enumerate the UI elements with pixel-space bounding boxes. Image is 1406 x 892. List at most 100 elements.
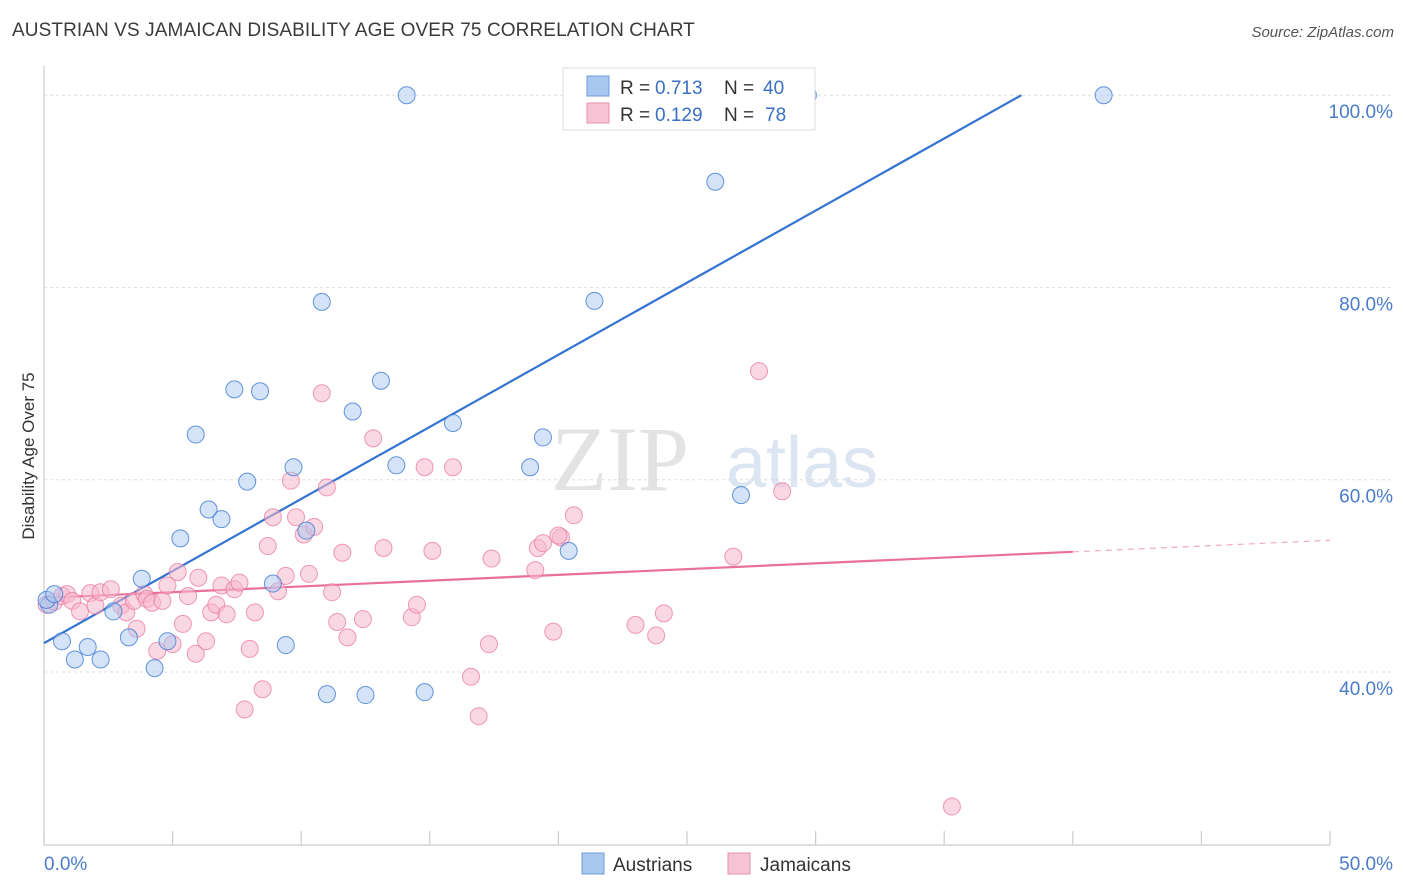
- y-tick-label-60: 60.0%: [1339, 487, 1393, 508]
- jamaicans-point-57: [415, 458, 434, 477]
- jamaicans-point-18: [153, 591, 172, 610]
- jamaicans-point-46: [312, 384, 331, 403]
- jamaicans-point-37: [258, 537, 277, 556]
- jamaicans-point-56: [407, 595, 426, 614]
- austrians-point-12: [199, 500, 218, 519]
- axes: [43, 66, 1331, 846]
- jamaicans-point-26: [197, 632, 216, 651]
- jamaicans-point-61: [469, 707, 488, 726]
- austrians-point-23: [343, 402, 362, 421]
- austrians-point-16: [251, 382, 270, 401]
- legend-austrians-swatch: [581, 852, 605, 875]
- stats-jamaicans-swatch: [586, 102, 610, 124]
- stats-jamaicans-n-value: 78: [765, 105, 786, 126]
- jamaicans-point-62: [479, 635, 498, 654]
- stats-jamaicans-r-label: R =: [620, 105, 650, 126]
- jamaicans-point-21: [168, 563, 187, 582]
- jamaicans-point-69: [564, 506, 583, 525]
- austrians-point-1: [53, 632, 72, 651]
- stats-legend: R = 0.713 N = 40 R = 0.129 N = 78: [562, 67, 816, 131]
- stats-austrians-n-label: N =: [724, 78, 754, 99]
- austrians-point-3: [78, 637, 97, 656]
- austrians-point-27: [397, 86, 416, 105]
- jamaicans-point-51: [338, 628, 357, 647]
- austrians-point-28: [415, 683, 434, 702]
- jamaicans-point-76: [942, 797, 961, 816]
- chart-title: AUSTRIAN VS JAMAICAN DISABILITY AGE OVER…: [12, 20, 695, 41]
- jamaicans-point-25: [189, 568, 208, 587]
- jamaicans-point-23: [179, 587, 198, 606]
- austrians-point-24: [356, 686, 375, 705]
- jamaicans-point-44: [299, 564, 318, 583]
- jamaicans-point-32: [230, 573, 249, 592]
- jamaicans-point-35: [245, 603, 264, 622]
- jamaicans-point-73: [724, 547, 743, 566]
- jamaicans-point-54: [374, 538, 393, 557]
- stats-austrians-swatch: [586, 75, 610, 97]
- austrians-point-19: [284, 458, 303, 477]
- stats-austrians-r-label: R =: [620, 78, 650, 99]
- jamaicans-point-49: [328, 612, 347, 631]
- jamaicans-point-30: [217, 605, 236, 624]
- jamaicans-point-60: [461, 667, 480, 686]
- jamaicans-trend-extension: [1072, 539, 1331, 553]
- austrians-point-4: [91, 650, 110, 669]
- jamaicans-point-74: [750, 362, 769, 381]
- austrians-point-31: [533, 428, 552, 447]
- y-tick-label-100: 100.0%: [1329, 102, 1394, 123]
- x-tick-label-min: 0.0%: [44, 854, 87, 875]
- jamaicans-point-72: [654, 604, 673, 623]
- jamaicans-point-70: [626, 615, 645, 634]
- austrians-point-6: [119, 628, 138, 647]
- austrians-point-17: [263, 574, 282, 593]
- jamaicans-point-24: [186, 644, 205, 663]
- source-label: Source: ZipAtlas.com: [1251, 24, 1394, 41]
- jamaicans-point-48: [323, 583, 342, 602]
- austrians-point-5: [104, 602, 123, 621]
- jamaicans-point-34: [240, 639, 259, 658]
- jamaicans-point-50: [333, 543, 352, 562]
- legend-jamaicans-label: Jamaicans: [760, 855, 851, 876]
- austrians-trend-line: [43, 94, 1022, 645]
- jamaicans-point-77: [549, 526, 568, 545]
- legend-jamaicans-swatch: [727, 852, 751, 875]
- austrians-point-9: [158, 632, 177, 651]
- jamaicans-point-64: [526, 561, 545, 580]
- austrians-point-15: [238, 472, 257, 491]
- y-tick-label-80: 80.0%: [1339, 294, 1393, 315]
- jamaicans-point-38: [263, 508, 282, 527]
- austrians-point-35: [732, 486, 751, 505]
- austrians-point-26: [387, 456, 406, 475]
- y-axis-label: Disability Age Over 75: [19, 372, 38, 539]
- austrians-point-39: [45, 585, 64, 604]
- legend-austrians-label: Austrians: [613, 855, 692, 876]
- austrians-point-20: [297, 521, 316, 540]
- stats-austrians-n-value: 40: [763, 78, 784, 99]
- jamaicans-point-36: [253, 680, 272, 699]
- austrians-point-10: [171, 529, 190, 548]
- jamaicans-point-19: [158, 576, 177, 595]
- austrians-point-25: [371, 371, 390, 390]
- austrians-point-30: [521, 458, 540, 477]
- jamaicans-point-59: [443, 458, 462, 477]
- jamaicans-point-71: [647, 626, 666, 645]
- stats-jamaicans-r-value: 0.129: [655, 105, 703, 126]
- jamaicans-point-33: [235, 700, 254, 719]
- stats-jamaicans-n-label: N =: [724, 105, 754, 126]
- austrians-point-13: [212, 510, 231, 529]
- watermark-atlas: atlas: [726, 423, 878, 503]
- austrians-point-8: [145, 659, 164, 678]
- jamaicans-point-53: [364, 429, 383, 448]
- jamaicans-point-42: [287, 508, 306, 527]
- jamaicans-point-5: [71, 602, 90, 621]
- x-tick-label-max: 50.0%: [1339, 854, 1393, 875]
- y-tick-labels: 40.0% 60.0% 80.0% 100.0%: [1329, 102, 1394, 700]
- austrians-point-32: [559, 541, 578, 560]
- jamaicans-point-75: [773, 482, 792, 501]
- austrians-point-2: [65, 650, 84, 669]
- austrians-point-37: [1094, 86, 1113, 105]
- austrians-point-7: [132, 569, 151, 588]
- austrians-point-33: [585, 291, 604, 310]
- jamaicans-point-47: [317, 478, 336, 497]
